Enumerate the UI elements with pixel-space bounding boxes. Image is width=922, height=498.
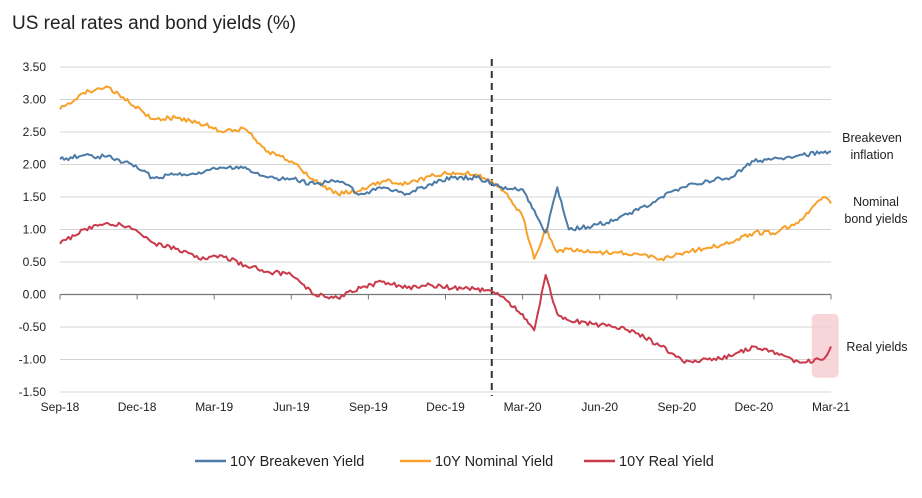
x-tick-label: Dec-18 — [118, 400, 157, 414]
annotations: Breakeven inflation Nominal bond yields … — [842, 131, 908, 354]
y-tick-label: -1.00 — [19, 353, 47, 367]
y-axis: 3.50 3.00 2.50 2.00 1.50 1.00 0.50 0.00 -0.50 -1.… — [19, 60, 47, 399]
series-breakeven-line — [59, 150, 832, 234]
x-tick-label: Jun-20 — [581, 400, 618, 414]
annotation-real: Real yields — [846, 340, 907, 354]
x-tick-label: Sep-19 — [349, 400, 388, 414]
y-tick-label: -1.50 — [19, 385, 47, 399]
annotation-breakeven-line2: inflation — [850, 148, 893, 162]
annotation-nominal-line1: Nominal — [853, 195, 899, 209]
x-tick-label: Sep-20 — [657, 400, 696, 414]
x-tick-label: Dec-19 — [426, 400, 465, 414]
x-tick-label: Mar-20 — [504, 400, 542, 414]
y-tick-label: 2.00 — [23, 158, 47, 172]
annotation-nominal-line2: bond yields — [844, 212, 907, 226]
y-tick-label: 3.00 — [23, 93, 47, 107]
legend-label-breakeven: 10Y Breakeven Yield — [230, 454, 364, 470]
x-tick-label: Mar-21 — [812, 400, 850, 414]
y-tick-label: 0.00 — [23, 288, 47, 302]
annotation-breakeven-line1: Breakeven — [842, 131, 902, 145]
x-tick-label: Mar-19 — [195, 400, 233, 414]
legend: 10Y Breakeven Yield 10Y Nominal Yield 10… — [195, 454, 714, 470]
x-tick-label: Dec-20 — [735, 400, 774, 414]
series-real-line — [59, 221, 832, 364]
x-tick-label: Sep-18 — [41, 400, 80, 414]
y-tick-label: -0.50 — [19, 320, 47, 334]
y-tick-label: 1.00 — [23, 223, 47, 237]
real-yield-highlight — [811, 314, 839, 378]
y-tick-label: 0.50 — [23, 255, 47, 269]
grid — [60, 66, 831, 393]
x-axis: Sep-18 Dec-18 Mar-19 Jun-19 Sep-19 Dec-19 Mar-… — [41, 294, 850, 414]
chart-title: US real rates and bond yields (%) — [12, 13, 296, 34]
legend-label-real: 10Y Real Yield — [619, 454, 714, 470]
y-tick-label: 3.50 — [23, 60, 47, 74]
series-nominal-line — [59, 85, 832, 262]
series-lines — [59, 85, 832, 364]
y-tick-label: 2.50 — [23, 125, 47, 139]
y-tick-label: 1.50 — [23, 190, 47, 204]
legend-label-nominal: 10Y Nominal Yield — [435, 454, 553, 470]
x-tick-label: Jun-19 — [273, 400, 310, 414]
